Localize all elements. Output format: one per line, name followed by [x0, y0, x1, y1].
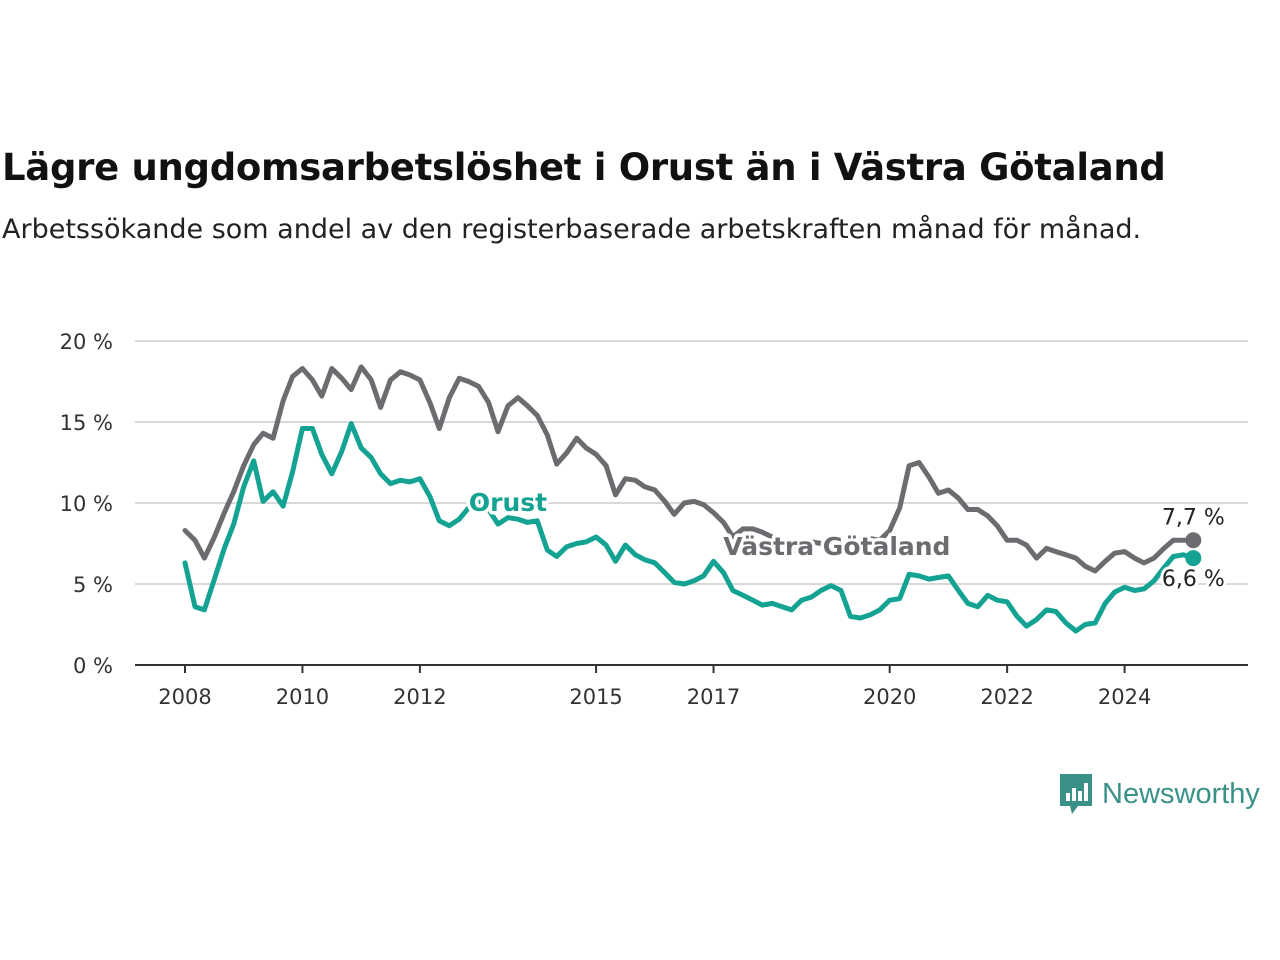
series-end-label: 6,6 %: [1162, 567, 1225, 592]
x-tick-label: 2008: [158, 685, 211, 709]
x-tick-label: 2017: [687, 685, 740, 709]
y-tick-label: 20 %: [60, 330, 113, 354]
x-axis: 2008 2010 2012 2015 2017 2020 2022 2024: [135, 664, 1248, 709]
x-tick-label: 2020: [863, 685, 916, 709]
x-tick-label: 2010: [276, 685, 329, 709]
brand: Newsworthy: [1058, 772, 1260, 816]
newsworthy-logo-icon: [1060, 774, 1092, 814]
chart-title: Lägre ungdomsarbetslöshet i Orust än i V…: [2, 146, 1166, 189]
x-tick-label: 2012: [393, 685, 446, 709]
series-lines: [182, 364, 1202, 634]
series-line: [182, 421, 1196, 634]
y-tick-label: 10 %: [60, 492, 113, 516]
brand-name: Newsworthy: [1102, 777, 1260, 810]
gridlines: [135, 340, 1248, 585]
y-tick-label: 5 %: [73, 573, 113, 597]
x-tick-label: 2015: [569, 685, 622, 709]
chart-subtitle: Arbetssökande som andel av den registerb…: [2, 214, 1142, 245]
y-axis-tick-labels: 0 % 5 % 10 % 15 % 20 %: [60, 330, 113, 678]
series-name-label: Västra Götaland: [723, 532, 950, 561]
series-end-marker: [1185, 532, 1202, 549]
x-tick-label: 2024: [1098, 685, 1151, 709]
series-end-marker: [1185, 550, 1202, 567]
series-line: [182, 364, 1196, 574]
series-labels: 7,7 % 6,6 % Orust Västra Götaland: [465, 485, 1227, 595]
series-end-label: 7,7 %: [1162, 505, 1225, 530]
y-tick-label: 0 %: [73, 654, 113, 678]
y-tick-label: 15 %: [60, 411, 113, 435]
series-name-label: Orust: [469, 488, 547, 517]
x-tick-label: 2022: [980, 685, 1033, 709]
